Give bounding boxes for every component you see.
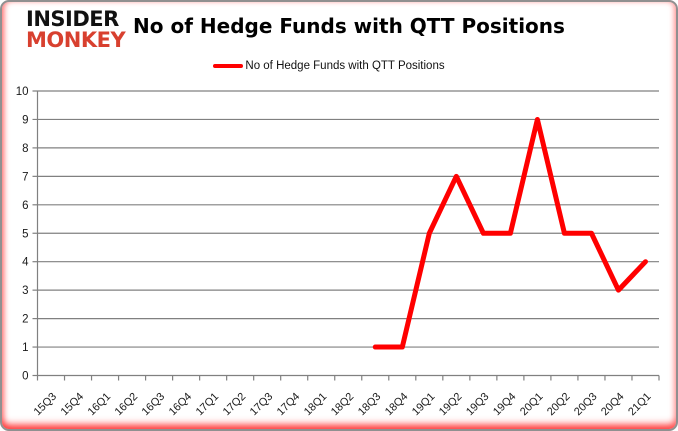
x-tick-label: 18Q1 — [302, 391, 330, 419]
x-tick-label: 19Q3 — [464, 391, 492, 419]
x-tick-label: 18Q3 — [356, 391, 384, 419]
y-tick-label: 3 — [22, 285, 28, 297]
x-tick-label: 17Q3 — [248, 391, 276, 419]
x-tick-label: 17Q4 — [275, 391, 303, 419]
x-tick-label: 17Q2 — [221, 391, 249, 419]
y-tick-label: 6 — [22, 200, 28, 212]
y-tick-label: 0 — [22, 371, 28, 383]
chart-legend: No of Hedge Funds with QTT Positions — [2, 60, 656, 72]
y-tick-label: 2 — [22, 314, 28, 326]
logo-line-monkey: MONKEY — [26, 28, 126, 53]
y-tick-label: 5 — [22, 228, 28, 240]
chart-title: No of Hedge Funds with QTT Positions — [133, 14, 565, 38]
x-tick-label: 20Q2 — [545, 391, 573, 419]
x-tick-label: 19Q4 — [491, 391, 519, 419]
y-tick-label: 7 — [22, 171, 28, 183]
x-tick-label: 19Q1 — [410, 391, 438, 419]
x-tick-label: 18Q2 — [329, 391, 357, 419]
legend-line-swatch — [213, 64, 244, 68]
x-tick-label: 16Q3 — [140, 391, 168, 419]
legend-label: No of Hedge Funds with QTT Positions — [245, 60, 445, 72]
x-tick-label: 15Q3 — [32, 391, 60, 419]
insider-monkey-logo: INSIDER MONKEY — [26, 7, 126, 53]
x-tick-label: 16Q2 — [113, 391, 141, 419]
y-tick-label: 1 — [22, 342, 28, 354]
x-tick-label: 20Q4 — [599, 391, 627, 419]
x-tick-label: 18Q4 — [383, 391, 411, 419]
x-tick-label: 17Q1 — [194, 391, 222, 419]
x-tick-label: 19Q2 — [437, 391, 465, 419]
y-tick-label: 8 — [22, 143, 28, 155]
data-series-line — [372, 116, 648, 350]
x-tick-label: 20Q1 — [518, 391, 546, 419]
x-tick-label: 15Q4 — [59, 391, 87, 419]
logo-line-insider: INSIDER — [26, 7, 119, 31]
x-tick-label: 21Q1 — [626, 391, 654, 419]
y-tick-label: 4 — [22, 257, 29, 269]
x-tick-label: 16Q4 — [167, 391, 195, 419]
y-tick-label: 10 — [16, 86, 29, 98]
x-tick-label: 20Q3 — [572, 391, 600, 419]
x-tick-label: 16Q1 — [86, 391, 114, 419]
y-tick-label: 9 — [22, 114, 28, 126]
